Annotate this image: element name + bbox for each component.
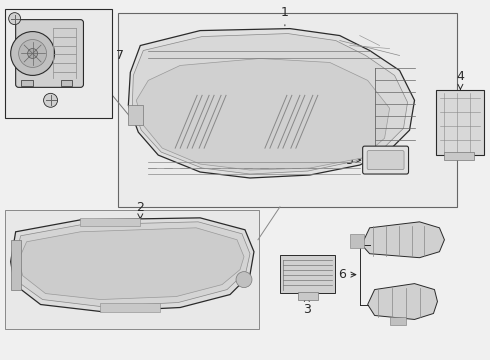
Bar <box>100 302 160 312</box>
Circle shape <box>27 49 38 58</box>
Circle shape <box>19 40 47 67</box>
Bar <box>61 80 73 86</box>
Bar <box>5 9 112 118</box>
Bar <box>437 90 484 155</box>
Bar <box>21 80 33 86</box>
Bar <box>390 318 406 325</box>
Circle shape <box>236 272 252 288</box>
Circle shape <box>44 93 57 107</box>
Bar <box>128 105 143 125</box>
Bar <box>119 13 457 207</box>
Text: 1: 1 <box>281 6 289 26</box>
Text: 2: 2 <box>136 201 144 219</box>
Text: 7: 7 <box>116 49 124 62</box>
Circle shape <box>9 13 21 24</box>
Bar <box>80 218 140 226</box>
Bar <box>350 234 364 248</box>
Bar <box>444 152 474 160</box>
Text: 3: 3 <box>303 296 311 316</box>
Bar <box>5 210 259 329</box>
Polygon shape <box>11 218 254 311</box>
Polygon shape <box>132 33 408 174</box>
FancyBboxPatch shape <box>16 20 83 87</box>
Polygon shape <box>14 222 250 306</box>
Text: 6: 6 <box>338 268 356 281</box>
Polygon shape <box>362 222 444 258</box>
FancyBboxPatch shape <box>367 150 404 170</box>
Circle shape <box>11 32 54 75</box>
Text: 5: 5 <box>346 154 361 167</box>
Polygon shape <box>368 284 438 319</box>
Text: 4: 4 <box>457 70 465 89</box>
FancyBboxPatch shape <box>363 146 409 174</box>
Polygon shape <box>19 228 244 300</box>
Polygon shape <box>128 28 415 178</box>
Bar <box>11 240 21 289</box>
Bar <box>298 292 318 300</box>
Bar <box>280 255 335 293</box>
Polygon shape <box>136 58 390 170</box>
